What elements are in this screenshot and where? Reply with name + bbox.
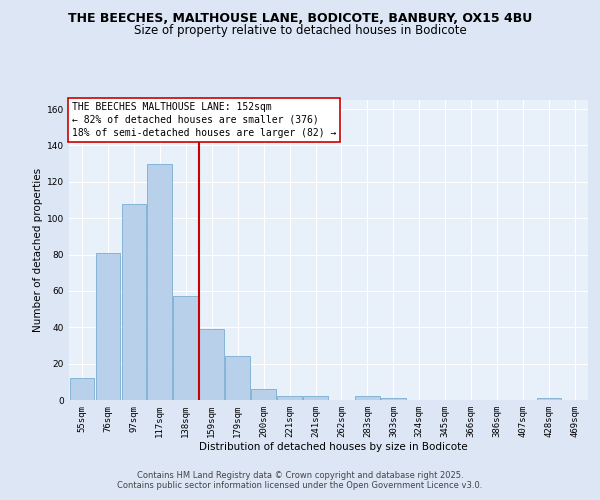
Bar [95,252,120,400]
Bar [226,356,250,400]
Text: Distribution of detached houses by size in Bodicote: Distribution of detached houses by size … [199,442,467,452]
Bar [355,396,380,400]
Text: Size of property relative to detached houses in Bodicote: Size of property relative to detached ho… [134,24,466,37]
Text: THE BEECHES MALTHOUSE LANE: 152sqm
← 82% of detached houses are smaller (376)
18: THE BEECHES MALTHOUSE LANE: 152sqm ← 82%… [71,102,336,138]
Bar [173,296,198,400]
Text: THE BEECHES, MALTHOUSE LANE, BODICOTE, BANBURY, OX15 4BU: THE BEECHES, MALTHOUSE LANE, BODICOTE, B… [68,12,532,26]
Bar [251,389,276,400]
Text: Contains public sector information licensed under the Open Government Licence v3: Contains public sector information licen… [118,480,482,490]
Bar [381,398,406,400]
Bar [148,164,172,400]
Bar [537,398,562,400]
Text: Contains HM Land Registry data © Crown copyright and database right 2025.: Contains HM Land Registry data © Crown c… [137,472,463,480]
Bar [303,396,328,400]
Bar [122,204,146,400]
Bar [277,396,302,400]
Y-axis label: Number of detached properties: Number of detached properties [33,168,43,332]
Bar [199,329,224,400]
Bar [70,378,94,400]
